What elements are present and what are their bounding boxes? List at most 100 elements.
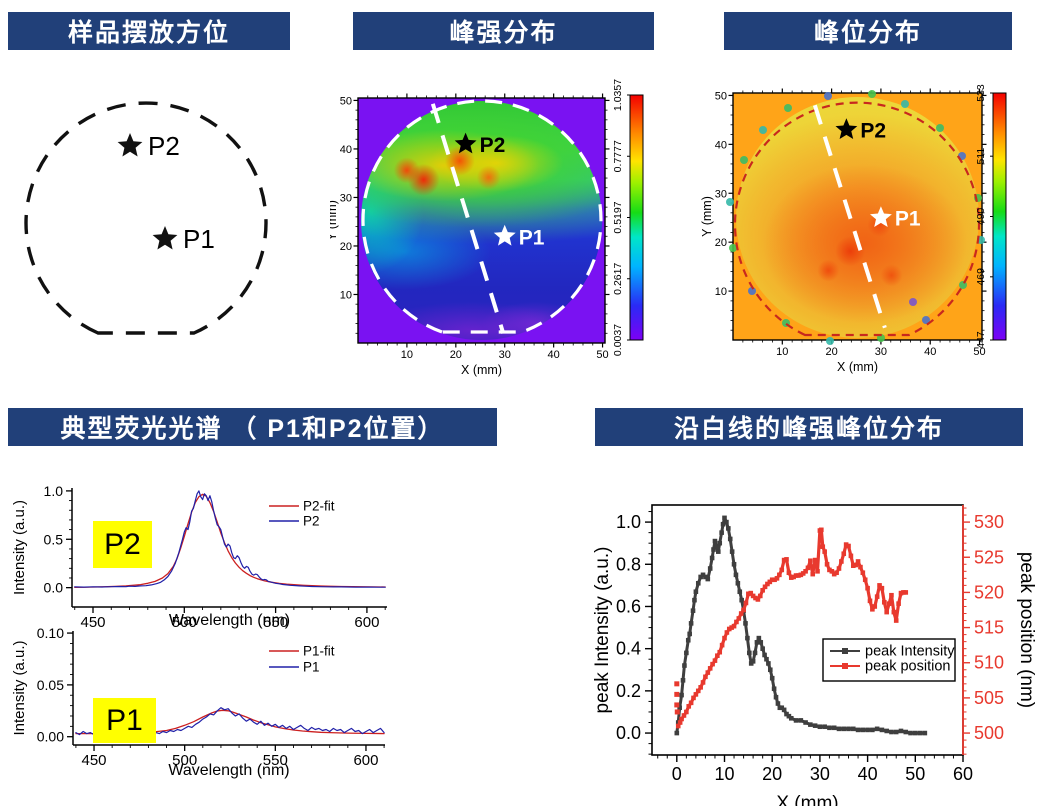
plot-frame [651,504,964,756]
colorbar-tick-label: 511 [975,148,987,165]
series-marker [834,570,839,576]
x-tick-label: 60 [953,764,973,784]
series-marker [731,623,737,629]
series-marker [753,595,758,601]
series-marker [827,567,832,573]
map-point-label: P1 [519,226,545,249]
series-marker [903,729,909,735]
x-tick-label: 10 [401,349,413,361]
star-marker [152,226,178,250]
series-marker [695,688,701,694]
y-tick-label: 20 [715,237,727,249]
series-marker [682,663,687,668]
series-marker [793,718,799,723]
x-tick-label: 600 [353,752,378,769]
y-axis-label: Y (mm) [330,200,339,241]
edge-dot [824,92,832,100]
series-marker [793,573,799,578]
series-marker [853,562,858,568]
wafer-outline-dashed [733,101,981,337]
x-tick-label: 450 [82,752,107,769]
intensity-map-wafer-disc [361,101,602,340]
series-marker [855,727,861,733]
colorbar-tick-label: 0.5197 [612,201,624,233]
edge-dot [901,100,909,108]
series-marker [681,713,687,718]
legend-label: P2-fit [303,499,335,514]
wafer-outline-dashed [361,99,603,334]
y-right-tick-label: 520 [974,582,1004,602]
series-marker [700,680,706,685]
series-marker [827,725,832,731]
spectra-panel: 450 500 550 600 0.0 0.5 1.0 Wavelength (nm) Inte… [8,458,518,806]
y-right-tick-label: 510 [974,653,1004,673]
series-marker [693,692,699,697]
series-marker [846,726,851,732]
series-marker [715,653,720,659]
series-marker [781,557,787,563]
series-marker [754,640,760,645]
series-marker [717,540,723,546]
series-marker [784,557,789,562]
series-marker [756,635,762,641]
series-marker [850,726,856,732]
series-marker [881,599,887,605]
colorbar-tick-label: 0.0037 [612,324,624,356]
series-marker [798,718,804,723]
series-marker [889,729,894,735]
series-marker [822,549,827,554]
edge-dot [748,287,756,295]
series-marker [680,678,686,683]
legend-label: peak position [865,659,950,675]
series-marker [779,705,785,711]
series-marker [810,571,816,577]
edge-dot [936,124,944,132]
y-tick-label: 20 [340,241,352,253]
series-marker [798,572,804,578]
series-marker [901,590,906,595]
series-marker [690,608,696,613]
y-right-axis-label: peak position (nm) [1016,552,1037,708]
series-marker [726,626,732,632]
x-axis-label: Wavelength (nm) [169,612,290,629]
series-marker [850,563,856,568]
series-marker [746,591,751,597]
series-marker [731,561,737,567]
position-map-wafer-disc [736,97,979,338]
colorbar-tick-label: 447 [975,331,987,349]
x-tick-label: 50 [973,346,985,358]
series-marker [822,724,827,730]
series-marker [698,574,703,580]
series-marker [762,584,768,590]
p1-position-tag: P1 [93,698,156,743]
y-left-tick-label: 0.6 [616,596,641,616]
series-marker [843,542,849,547]
colorbar-tick-label: 533 [975,84,987,102]
series-marker [735,580,741,586]
star-marker [454,132,477,154]
series-marker [898,728,904,734]
series-marker [775,701,781,706]
series-marker [764,656,769,662]
white-dashed-scan-line [812,104,887,329]
x-tick-label: 500 [172,614,197,631]
series-marker [726,526,731,531]
series-marker [711,547,716,552]
map-annotations: P2 P1 [733,101,981,337]
edge-dot [922,316,930,324]
y-axis-label: Intensity (a.u.) [11,640,28,735]
y-tick-label: 0.00 [37,729,64,745]
series-marker [752,650,758,656]
series-marker [779,567,785,573]
star-marker [117,133,143,157]
map-axes: 10 20 30 40 50 10 20 30 40 50 X (mm) Y (mm) [700,88,987,374]
series-marker [719,642,725,648]
series-marker [688,621,694,626]
wafer-sketch: P2 P1 [24,101,268,335]
series-marker [684,650,689,656]
point-label-p2: P2 [148,131,180,161]
series-marker [862,577,868,583]
series-marker [791,574,796,580]
title-peak-position-map: 峰位分布 [724,12,1012,50]
series-marker [748,590,754,596]
